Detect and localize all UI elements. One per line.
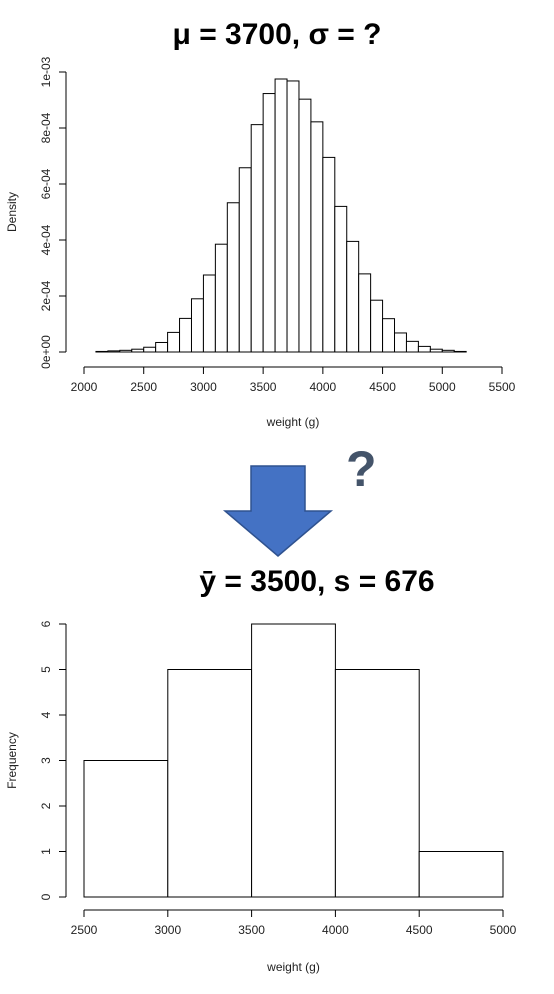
x-tick-label: 4000 [322,923,349,937]
y-tick-label: 8e-04 [39,112,53,143]
histogram-bar [83,760,169,898]
y-axis-label: Density [5,192,19,232]
x-tick-label: 2500 [71,923,98,937]
y-tick-label: 2 [39,802,53,809]
x-axis-label: weight (g) [266,415,320,429]
y-tick-label: 6e-04 [39,168,53,199]
y-tick-label: 4 [39,711,53,718]
x-tick-label: 4500 [369,380,396,394]
x-tick-label: 4000 [310,380,337,394]
density-histogram: 2000 2500 3000 3500 4000 4500 5000 5500 0e+00 2e-… [5,56,516,429]
y-tick-label: 3 [39,757,53,764]
x-axis-label: weight (g) [266,960,320,974]
x-tick-label: 4500 [406,923,433,937]
y-tick-label: 2e-04 [39,280,53,311]
x-tick-label: 2000 [71,380,98,394]
y-tick-label: 1 [39,848,53,855]
x-tick-label: 3000 [154,923,181,937]
question-mark-icon: ? [346,441,377,497]
y-tick-label: 1e-03 [39,56,53,87]
histogram-bar [453,350,467,353]
x-tick-label: 3500 [250,380,277,394]
y-tick-label: 6 [39,620,53,627]
x-tick-label: 3000 [190,380,217,394]
top-title: μ = 3700, σ = ? [172,18,382,51]
x-tick-label: 2500 [130,380,157,394]
y-axis-label: Frequency [5,732,19,789]
x-tick-label: 3500 [238,923,265,937]
y-tick-label: 5 [39,666,53,673]
y-tick-label: 4e-04 [39,224,53,255]
y-tick-label: 0 [39,893,53,900]
histogram-bar [418,851,504,898]
histogram-bar [334,669,420,898]
y-tick-label: 0e+00 [39,335,53,369]
histogram-bar [167,669,253,898]
bottom-title: ȳ = 3500, s = 676 [199,565,435,598]
x-tick-label: 5000 [429,380,456,394]
x-tick-label: 5000 [490,923,517,937]
histogram-bar [251,623,336,898]
x-tick-label: 5500 [489,380,516,394]
